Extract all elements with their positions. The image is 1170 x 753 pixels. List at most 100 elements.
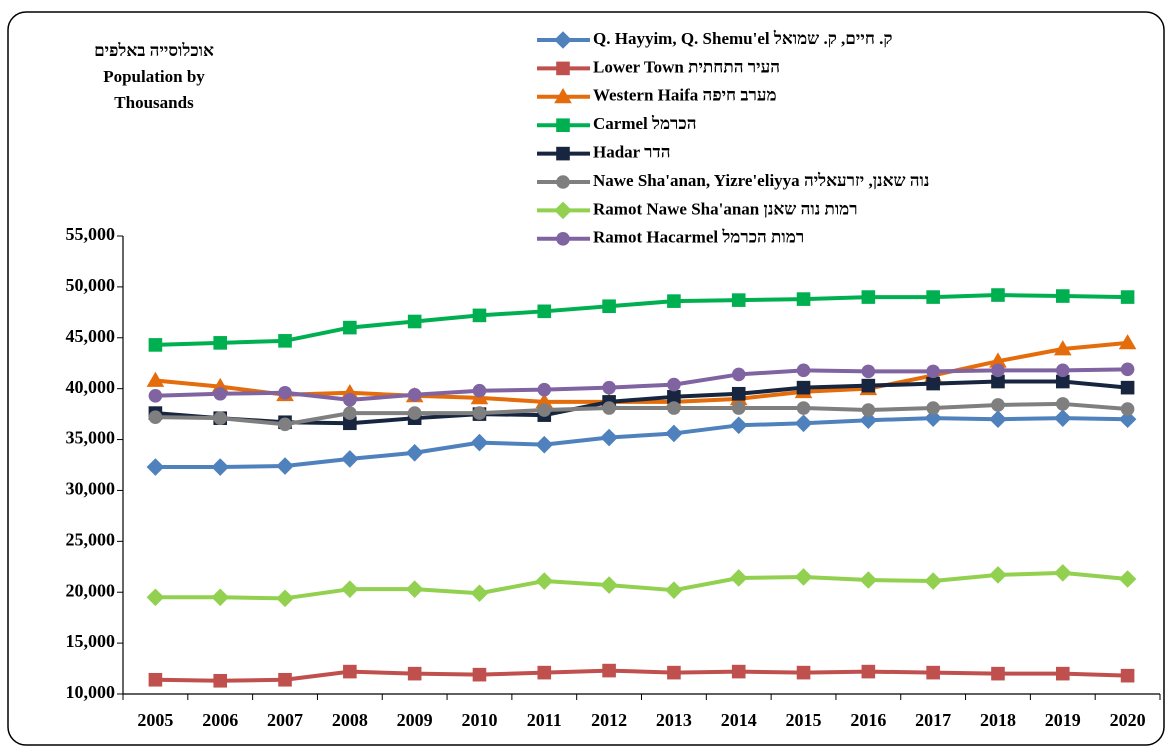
data-point: [796, 380, 811, 395]
data-point: [148, 410, 163, 424]
data-point: [213, 386, 228, 401]
data-point: [211, 588, 230, 607]
data-point: [407, 406, 422, 420]
x-tick-label: 2007: [267, 710, 303, 730]
data-point: [148, 388, 163, 403]
legend-label: Ramot Nawe Sha'anan רמות נוה שאנן: [593, 199, 858, 218]
y-tick-label: 10,000: [66, 682, 116, 702]
data-point: [861, 290, 876, 304]
data-point: [794, 568, 813, 586]
data-point: [667, 401, 681, 415]
x-tick-label: 2020: [1110, 710, 1146, 730]
data-point: [405, 443, 424, 462]
data-point: [472, 406, 487, 420]
legend-marker: [556, 146, 570, 161]
data-point: [794, 414, 813, 433]
series-line: [155, 293, 1128, 347]
data-point: [537, 403, 552, 417]
data-point: [1120, 380, 1135, 395]
data-point: [926, 665, 940, 680]
data-point: [1120, 290, 1135, 304]
data-point: [472, 383, 487, 398]
x-tick-label: 2005: [137, 710, 173, 730]
data-point: [861, 403, 876, 417]
series-line: [155, 668, 1128, 683]
data-point: [276, 589, 294, 608]
data-point: [796, 292, 811, 306]
legend-marker: [556, 232, 570, 246]
data-point: [729, 569, 748, 587]
data-point: [667, 294, 681, 308]
data-point: [148, 672, 163, 687]
data-point: [602, 401, 616, 415]
legend-marker: [554, 201, 572, 220]
data-point: [859, 571, 878, 589]
data-point: [991, 666, 1005, 681]
legend-marker: [556, 175, 570, 189]
x-tick-label: 2009: [397, 710, 433, 730]
data-point: [667, 665, 681, 680]
data-point: [1053, 340, 1072, 356]
legend-marker: [554, 31, 572, 49]
data-point: [731, 386, 746, 401]
data-point: [667, 377, 681, 392]
data-point: [1055, 289, 1070, 303]
data-point: [146, 458, 165, 476]
data-point: [665, 424, 683, 443]
data-point: [924, 409, 942, 427]
data-point: [341, 580, 359, 598]
data-point: [731, 367, 746, 382]
data-point: [729, 416, 748, 435]
data-point: [600, 428, 618, 447]
y-tick-label: 25,000: [66, 529, 116, 549]
x-tick-label: 2019: [1045, 710, 1081, 730]
data-point: [470, 433, 489, 452]
data-point: [989, 410, 1007, 428]
data-point: [796, 363, 811, 378]
data-point: [472, 667, 487, 682]
data-point: [535, 435, 554, 454]
data-point: [991, 374, 1005, 389]
x-tick-label: 2018: [980, 710, 1016, 730]
data-point: [1120, 668, 1135, 683]
chart-title: אוכלוסייה באלפים: [94, 41, 214, 60]
y-tick-label: 50,000: [66, 275, 116, 295]
x-tick-label: 2017: [915, 710, 951, 730]
series-line: [155, 416, 1128, 470]
data-point: [535, 393, 554, 409]
data-point: [407, 666, 422, 681]
data-point: [211, 458, 230, 476]
legend-marker: [554, 88, 572, 104]
legend-label: Ramot Hacarmel רמות הכרמל: [593, 228, 804, 247]
legend-label: Hadar הדר: [593, 143, 670, 162]
legend-label: Q. Hayyim, Q. Shemu'el ק. חיים, ק. שמואל: [593, 29, 893, 48]
legend-label: Lower Town העיר התחתית: [593, 57, 780, 76]
x-tick-label: 2015: [786, 710, 822, 730]
legend-label: Western Haifa מערב חיפה: [593, 86, 777, 105]
data-point: [343, 406, 357, 420]
data-point: [859, 411, 878, 430]
x-tick-label: 2016: [850, 710, 886, 730]
data-point: [343, 664, 357, 679]
data-point: [472, 308, 487, 323]
data-point: [535, 572, 554, 590]
data-point: [341, 450, 359, 468]
data-point: [667, 390, 681, 404]
data-point: [213, 336, 228, 350]
data-point: [213, 673, 228, 688]
chart-title: Population by: [103, 67, 205, 86]
x-tick-label: 2012: [591, 710, 627, 730]
y-tick-label: 55,000: [66, 224, 116, 244]
data-point: [1055, 666, 1070, 681]
data-point: [1118, 334, 1137, 350]
data-point: [213, 411, 228, 425]
series-line: [155, 401, 1128, 427]
data-point: [343, 416, 357, 431]
chart-frame: [7, 11, 1165, 746]
data-point: [407, 314, 422, 329]
data-point: [1055, 397, 1070, 411]
data-point: [991, 288, 1005, 302]
data-point: [278, 672, 292, 687]
data-point: [796, 401, 811, 415]
